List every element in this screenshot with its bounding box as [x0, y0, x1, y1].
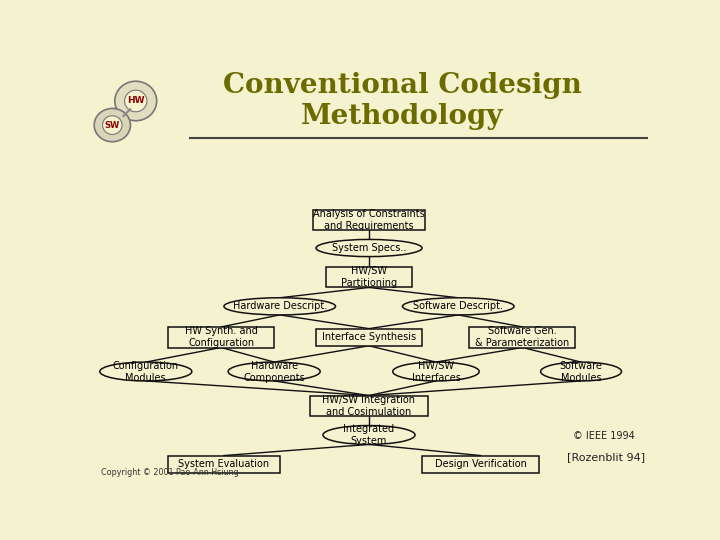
Bar [168, 456, 280, 472]
Bar [325, 267, 413, 287]
Text: HW/SW
Interfaces: HW/SW Interfaces [412, 361, 460, 382]
Ellipse shape [114, 81, 157, 121]
Text: Interface Synthesis: Interface Synthesis [322, 332, 416, 342]
Text: [Rozenblit 94]: [Rozenblit 94] [567, 452, 645, 462]
Ellipse shape [224, 298, 336, 315]
Ellipse shape [316, 239, 422, 256]
Text: System Evaluation: System Evaluation [179, 459, 269, 469]
Text: Copyright © 2001 Pao-Ann Hsiung: Copyright © 2001 Pao-Ann Hsiung [101, 468, 239, 477]
Text: HW Synth. and
Configuration: HW Synth. and Configuration [185, 326, 258, 348]
Text: Software Descript.: Software Descript. [413, 301, 503, 312]
Text: System Specs..: System Specs.. [332, 243, 406, 253]
Bar [90, 65, 648, 138]
Bar [422, 456, 539, 472]
Text: SW: SW [104, 120, 120, 130]
Ellipse shape [94, 109, 130, 141]
Text: Analysis of Constraints
and Requirements: Analysis of Constraints and Requirements [313, 209, 425, 231]
Text: Software
Modules: Software Modules [559, 361, 603, 382]
Ellipse shape [100, 362, 192, 381]
Text: Software Gen.
& Parameterization: Software Gen. & Parameterization [475, 326, 570, 348]
Ellipse shape [125, 90, 147, 112]
Text: Conventional Codesign
Methodology: Conventional Codesign Methodology [223, 72, 582, 130]
Bar [316, 329, 422, 346]
Bar [168, 327, 274, 348]
Text: Hardware Descript.: Hardware Descript. [233, 301, 327, 312]
Bar [310, 395, 428, 416]
Ellipse shape [541, 362, 621, 381]
Text: Integrated
System: Integrated System [343, 424, 395, 446]
Ellipse shape [392, 362, 480, 381]
Ellipse shape [228, 362, 320, 381]
Ellipse shape [323, 426, 415, 444]
Text: HW/SW Integration
and Cosimulation: HW/SW Integration and Cosimulation [323, 395, 415, 417]
Text: HW: HW [127, 97, 145, 105]
Text: © IEEE 1994: © IEEE 1994 [572, 431, 634, 441]
Bar [469, 327, 575, 348]
Ellipse shape [402, 298, 514, 315]
Text: HW/SW
Partitioning: HW/SW Partitioning [341, 266, 397, 288]
Bar [313, 210, 425, 230]
Text: Configuration
Modules: Configuration Modules [113, 361, 179, 382]
Ellipse shape [102, 116, 122, 134]
Text: Design Verification: Design Verification [435, 459, 526, 469]
Text: Hardware
Components: Hardware Components [243, 361, 305, 382]
